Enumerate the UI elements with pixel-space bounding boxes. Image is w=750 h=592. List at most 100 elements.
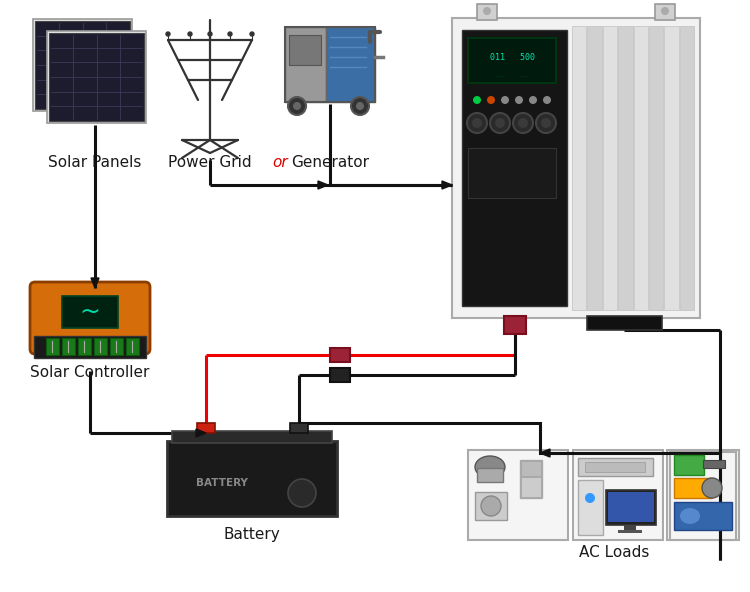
Bar <box>618 530 642 533</box>
Bar <box>603 26 617 310</box>
Bar <box>670 452 736 540</box>
Text: Power Grid: Power Grid <box>168 155 252 170</box>
Circle shape <box>481 496 501 516</box>
Circle shape <box>501 96 509 104</box>
Polygon shape <box>343 352 350 358</box>
Bar <box>462 30 567 306</box>
Bar <box>585 462 645 472</box>
Bar <box>468 148 556 198</box>
Circle shape <box>472 118 482 128</box>
Text: or: or <box>272 155 288 170</box>
Bar <box>664 26 679 310</box>
Bar <box>572 26 586 310</box>
Bar <box>197 423 215 433</box>
Circle shape <box>661 7 669 15</box>
Circle shape <box>536 113 556 133</box>
Circle shape <box>166 32 170 36</box>
Bar <box>674 455 704 475</box>
Bar <box>703 460 725 468</box>
Circle shape <box>293 102 301 110</box>
Bar <box>47 31 146 123</box>
Circle shape <box>473 96 481 104</box>
Bar <box>655 4 675 20</box>
Circle shape <box>351 97 369 115</box>
Bar <box>468 450 568 540</box>
Polygon shape <box>540 449 550 457</box>
Text: BATTERY: BATTERY <box>196 478 248 488</box>
Polygon shape <box>91 278 99 288</box>
Bar <box>94 338 107 355</box>
Bar <box>49 33 144 121</box>
Bar <box>624 525 636 530</box>
Circle shape <box>208 32 212 36</box>
Bar <box>618 26 632 310</box>
Bar <box>674 502 732 530</box>
Bar <box>33 19 132 111</box>
Bar <box>587 316 662 330</box>
Ellipse shape <box>475 456 505 478</box>
Circle shape <box>467 113 487 133</box>
Bar <box>468 38 556 83</box>
Circle shape <box>518 118 528 128</box>
Bar <box>680 26 694 310</box>
Text: Generator: Generator <box>291 155 369 170</box>
Bar <box>46 338 59 355</box>
Bar <box>110 338 123 355</box>
Circle shape <box>515 96 523 104</box>
Text: Solar Controller: Solar Controller <box>30 365 150 380</box>
Circle shape <box>487 96 495 104</box>
Bar <box>78 338 91 355</box>
Bar <box>578 458 653 476</box>
Bar <box>62 296 118 328</box>
Bar <box>667 450 739 540</box>
Bar <box>674 478 712 498</box>
Circle shape <box>483 7 491 15</box>
Circle shape <box>541 118 551 128</box>
Circle shape <box>529 96 537 104</box>
Ellipse shape <box>680 508 700 524</box>
Bar <box>475 492 507 520</box>
Bar <box>167 441 337 516</box>
Circle shape <box>288 479 316 507</box>
Circle shape <box>228 32 232 36</box>
Bar <box>452 18 700 318</box>
Bar <box>477 4 497 20</box>
Text: Battery: Battery <box>224 527 280 542</box>
Circle shape <box>288 97 306 115</box>
Polygon shape <box>343 372 350 378</box>
Bar <box>504 316 526 334</box>
FancyBboxPatch shape <box>30 282 150 354</box>
Text: Solar Panels: Solar Panels <box>48 155 142 170</box>
Text: AC Loads: AC Loads <box>579 545 650 560</box>
Bar <box>126 338 139 355</box>
Bar <box>326 27 375 102</box>
Bar <box>330 368 350 382</box>
Bar <box>608 492 654 522</box>
Bar <box>62 338 75 355</box>
Bar <box>573 450 663 540</box>
Text: __    __: __ __ <box>495 70 529 76</box>
Bar <box>172 431 332 443</box>
Bar <box>587 26 602 310</box>
Circle shape <box>702 478 722 498</box>
Bar <box>649 26 663 310</box>
Circle shape <box>513 113 533 133</box>
Bar <box>34 336 146 358</box>
Bar <box>521 461 541 476</box>
Text: ~: ~ <box>80 300 100 324</box>
Circle shape <box>495 118 505 128</box>
Bar <box>35 21 130 109</box>
Circle shape <box>490 113 510 133</box>
Bar <box>606 490 656 525</box>
Text: 011   500: 011 500 <box>490 53 535 63</box>
Bar <box>520 460 542 498</box>
Bar <box>289 35 320 65</box>
Circle shape <box>543 96 551 104</box>
Bar <box>578 480 603 535</box>
Circle shape <box>356 102 364 110</box>
Bar <box>634 26 648 310</box>
Bar <box>330 348 350 362</box>
Circle shape <box>250 32 254 36</box>
Circle shape <box>585 493 595 503</box>
Bar <box>521 477 541 497</box>
